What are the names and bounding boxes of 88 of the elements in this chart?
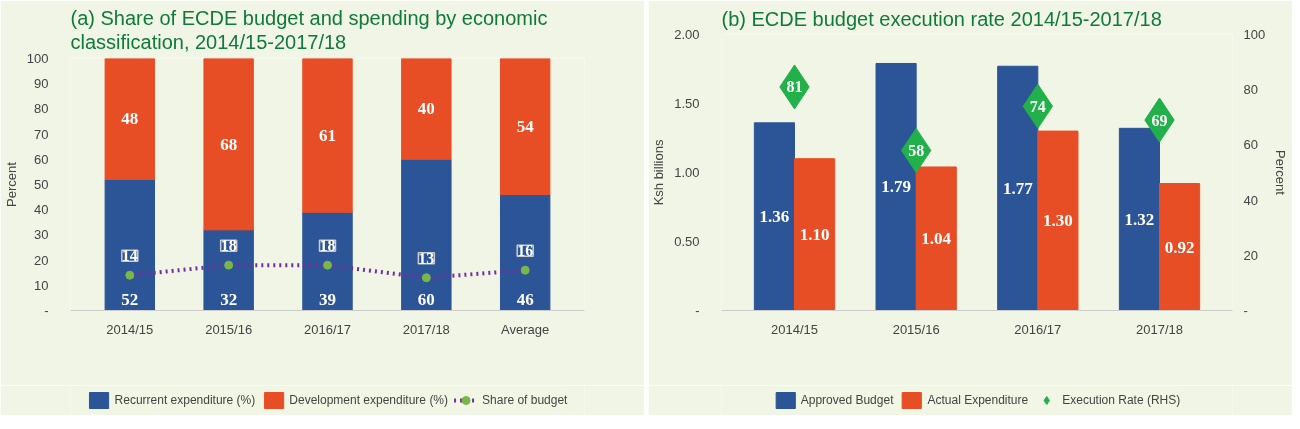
bar	[401, 58, 452, 160]
legend-label: Execution Rate (RHS)	[1062, 393, 1181, 407]
y-tick-label: -	[695, 303, 700, 318]
y-tick-label: 30	[34, 227, 49, 243]
data-label: 39	[319, 289, 336, 309]
data-label: 40	[417, 99, 435, 119]
chart-title: (a) Share of ECDE budget and spending by economic classification, 2014/15-2017/18	[70, 7, 548, 54]
x-tick-label: 2016/17	[304, 321, 351, 337]
y-tick-label: 70	[34, 126, 49, 142]
legend-label: Share of budget	[482, 393, 568, 407]
data-label: 60	[417, 289, 435, 309]
y-tick-label: 2.00	[674, 27, 700, 42]
bar	[203, 58, 254, 231]
y-tick-label: 100	[26, 51, 49, 66]
data-label: 13	[418, 249, 435, 267]
bar	[499, 194, 551, 311]
y-tick-label: 60	[34, 151, 49, 167]
data-label: 58	[908, 141, 925, 159]
legend-label: Recurrent expenditure (%)	[114, 393, 256, 407]
bar	[104, 58, 156, 180]
legend-label: Development expenditure (%)	[289, 393, 449, 407]
data-label: 54	[516, 117, 535, 137]
y-tick-label: 0.50	[674, 234, 700, 249]
data-label: 32	[220, 289, 238, 309]
x-tick-label: 2017/18	[402, 321, 450, 337]
data-label: 18	[319, 237, 336, 255]
data-label: 1.79	[881, 177, 911, 197]
y-tick-label: -	[44, 303, 49, 318]
y-tick-label: 1.50	[674, 96, 700, 111]
bar	[203, 229, 254, 311]
y2-tick-label: 20	[1243, 247, 1258, 263]
x-tick-label: 2014/15	[771, 321, 818, 337]
data-label: 61	[319, 125, 336, 145]
point	[224, 260, 234, 270]
y2-tick-label: -	[1243, 303, 1248, 318]
bar	[104, 178, 156, 311]
bar	[1159, 183, 1201, 311]
y-tick-label: 80	[34, 101, 49, 117]
data-label: 16	[517, 242, 534, 260]
point	[421, 273, 431, 283]
y2-tick-label: 60	[1243, 137, 1258, 153]
x-tick-label: 2015/16	[205, 321, 253, 337]
data-label: 48	[121, 109, 139, 129]
bar	[1118, 127, 1160, 311]
y-axis-title: Percent	[3, 161, 19, 207]
y2-tick-label: 80	[1243, 82, 1258, 98]
y-tick-label: 90	[34, 76, 49, 92]
y-tick-label: 1.00	[674, 165, 700, 180]
y2-tick-label: 100	[1243, 27, 1266, 42]
y-tick-label: 20	[34, 252, 49, 268]
point	[520, 265, 530, 275]
bar	[302, 58, 353, 213]
bar	[753, 122, 795, 311]
bar	[302, 211, 353, 311]
legend-label: Actual Expenditure	[927, 393, 1029, 407]
data-label: 0.92	[1164, 237, 1195, 257]
legend-label: Approved Budget	[800, 393, 894, 407]
data-label: 68	[220, 134, 238, 154]
point	[323, 260, 332, 270]
data-label: 1.32	[1124, 209, 1155, 229]
data-label: 1.04	[921, 229, 952, 249]
x-tick-label: 2014/15	[106, 321, 154, 337]
y-axis-title: Ksh billions	[651, 139, 667, 206]
bar	[794, 158, 836, 311]
y-tick-label: 50	[34, 177, 49, 192]
data-label: 81	[786, 78, 803, 96]
data-label: 1.10	[799, 225, 830, 245]
point	[125, 270, 135, 280]
data-label: 1.36	[759, 207, 790, 227]
bar	[499, 58, 551, 196]
data-label: 1.77	[1002, 178, 1034, 198]
y2-tick-label: 40	[1243, 192, 1258, 208]
data-label: 52	[121, 289, 139, 309]
y-tick-label: 40	[34, 202, 49, 218]
x-tick-label: 2015/16	[892, 321, 940, 337]
bar	[915, 166, 957, 311]
x-tick-label: 2016/17	[1014, 321, 1062, 337]
x-tick-label: Average	[501, 321, 550, 337]
data-label: 74	[1029, 97, 1046, 115]
data-label: 46	[516, 289, 534, 309]
x-tick-label: 2017/18	[1136, 321, 1183, 337]
bar	[1037, 130, 1079, 311]
chart-title: (b) ECDE budget execution rate 2014/15-2017/18	[721, 7, 1162, 30]
bar	[401, 158, 452, 311]
data-label: 69	[1151, 111, 1168, 129]
y-tick-label: 10	[34, 277, 49, 293]
data-label: 1.30	[1043, 211, 1073, 231]
y2-axis-title: Percent	[1273, 150, 1289, 196]
